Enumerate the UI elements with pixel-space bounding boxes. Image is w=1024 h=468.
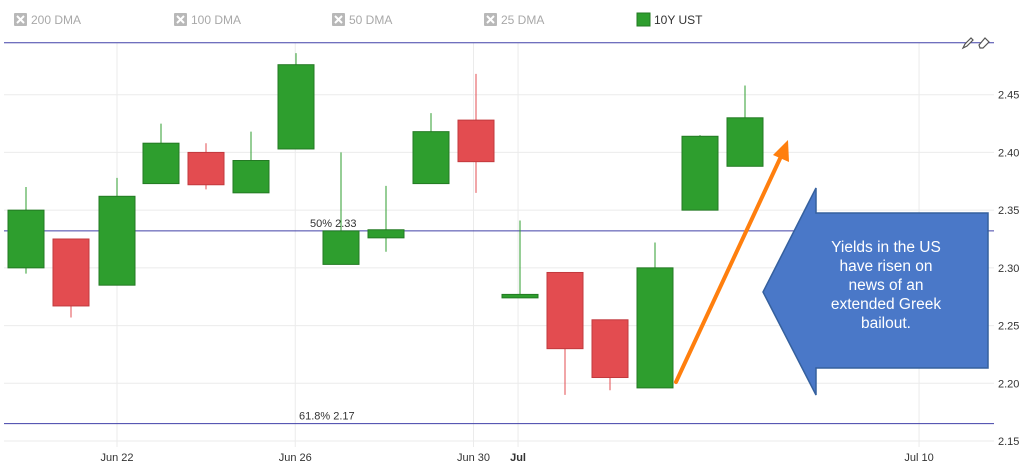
candle-body [501, 293, 539, 299]
legend-item: 10Y UST [636, 12, 703, 27]
callout-text-line: news of an [849, 277, 924, 294]
y-tick-label: 2.15 [998, 436, 1019, 448]
candle [636, 242, 674, 389]
legend-label: 10Y UST [654, 13, 703, 27]
candle [412, 113, 450, 185]
callout-text-line: bailout. [861, 315, 911, 332]
close-x-icon [174, 13, 187, 26]
legend-x [16, 15, 25, 24]
x-tick-label: Jul [510, 452, 526, 464]
candle-body [546, 271, 584, 350]
candle-body [591, 319, 629, 379]
x-tick-label: Jul 10 [904, 452, 933, 464]
candle [98, 177, 136, 286]
pencil-shape [961, 37, 974, 50]
y-tick-label: 2.20 [998, 378, 1019, 390]
callout-arrow: Yields in the US have risen on news of an e… [762, 187, 989, 396]
candle [7, 187, 45, 274]
candle-body [142, 142, 180, 185]
callout-shape [762, 187, 989, 396]
legend-item: 50 DMA [332, 13, 392, 27]
arrow-head [773, 140, 789, 162]
callout-text-line: have risen on [839, 258, 932, 275]
legend-x [486, 15, 495, 24]
legend-x [176, 15, 185, 24]
candle-body [52, 238, 90, 307]
close-x-icon [14, 13, 27, 26]
legend-label: 25 DMA [501, 13, 544, 27]
candle-body [726, 117, 764, 167]
close-x-icon [332, 13, 345, 26]
candle [277, 53, 315, 150]
candle-body [322, 230, 360, 265]
legend-item: 100 DMA [174, 13, 241, 27]
candle [546, 271, 584, 395]
eraser-shape [978, 37, 990, 49]
candle-body [277, 64, 315, 150]
candle [681, 135, 719, 211]
eraser-icon [978, 37, 990, 49]
x-tick-label: Jun 22 [100, 452, 133, 464]
candle-body [636, 267, 674, 389]
candle-body [412, 131, 450, 185]
arrow-shaft [674, 148, 786, 384]
candle-body [187, 151, 225, 186]
candle-body [98, 195, 136, 286]
x-tick-label: Jun 26 [279, 452, 312, 464]
candle [52, 238, 90, 318]
y-axis: 2.15 2.20 2.25 2.30 2.35 2.40 2.45 [998, 90, 1019, 448]
candle-body [457, 119, 495, 163]
callout-text-line: extended Greek [831, 296, 942, 313]
candle [187, 143, 225, 190]
candle-body [232, 160, 270, 194]
y-tick-label: 2.30 [998, 263, 1019, 275]
candle [322, 152, 360, 265]
y-tick-label: 2.40 [998, 147, 1019, 159]
candles [7, 53, 764, 395]
fib-label: 61.8% 2.17 [299, 411, 355, 423]
legend: 200 DMA 100 DMA 50 DMA 25 DMA 10Y UST [14, 12, 703, 27]
annotations: Yields in the US have risen on news of an e… [674, 140, 989, 396]
y-tick-label: 2.35 [998, 205, 1019, 217]
x-tick-label: Jun 30 [457, 452, 490, 464]
candle [232, 131, 270, 194]
close-x-icon [484, 13, 497, 26]
candle [501, 220, 539, 299]
candle-body [681, 135, 719, 211]
y-tick-label: 2.45 [998, 90, 1019, 102]
fib-label: 50% 2.33 [310, 218, 356, 230]
drawing-toolbar [961, 37, 990, 50]
orange-arrow [674, 140, 789, 384]
candle [142, 123, 180, 185]
candle-body [367, 229, 405, 239]
callout-text-line: Yields in the US [831, 239, 941, 256]
pencil-icon [961, 37, 974, 50]
y-tick-label: 2.25 [998, 321, 1019, 333]
legend-label: 100 DMA [191, 13, 241, 27]
legend-label: 50 DMA [349, 13, 392, 27]
legend-swatch [636, 12, 651, 27]
candle [591, 319, 629, 391]
candle [457, 73, 495, 193]
legend-item: 200 DMA [14, 13, 81, 27]
legend-item: 25 DMA [484, 13, 544, 27]
candle [367, 185, 405, 252]
legend-label: 200 DMA [31, 13, 81, 27]
candle-body [7, 209, 45, 269]
legend-x [334, 15, 343, 24]
fibonacci-levels: 50% 2.33 61.8% 2.17 [4, 218, 994, 425]
candle [726, 85, 764, 167]
